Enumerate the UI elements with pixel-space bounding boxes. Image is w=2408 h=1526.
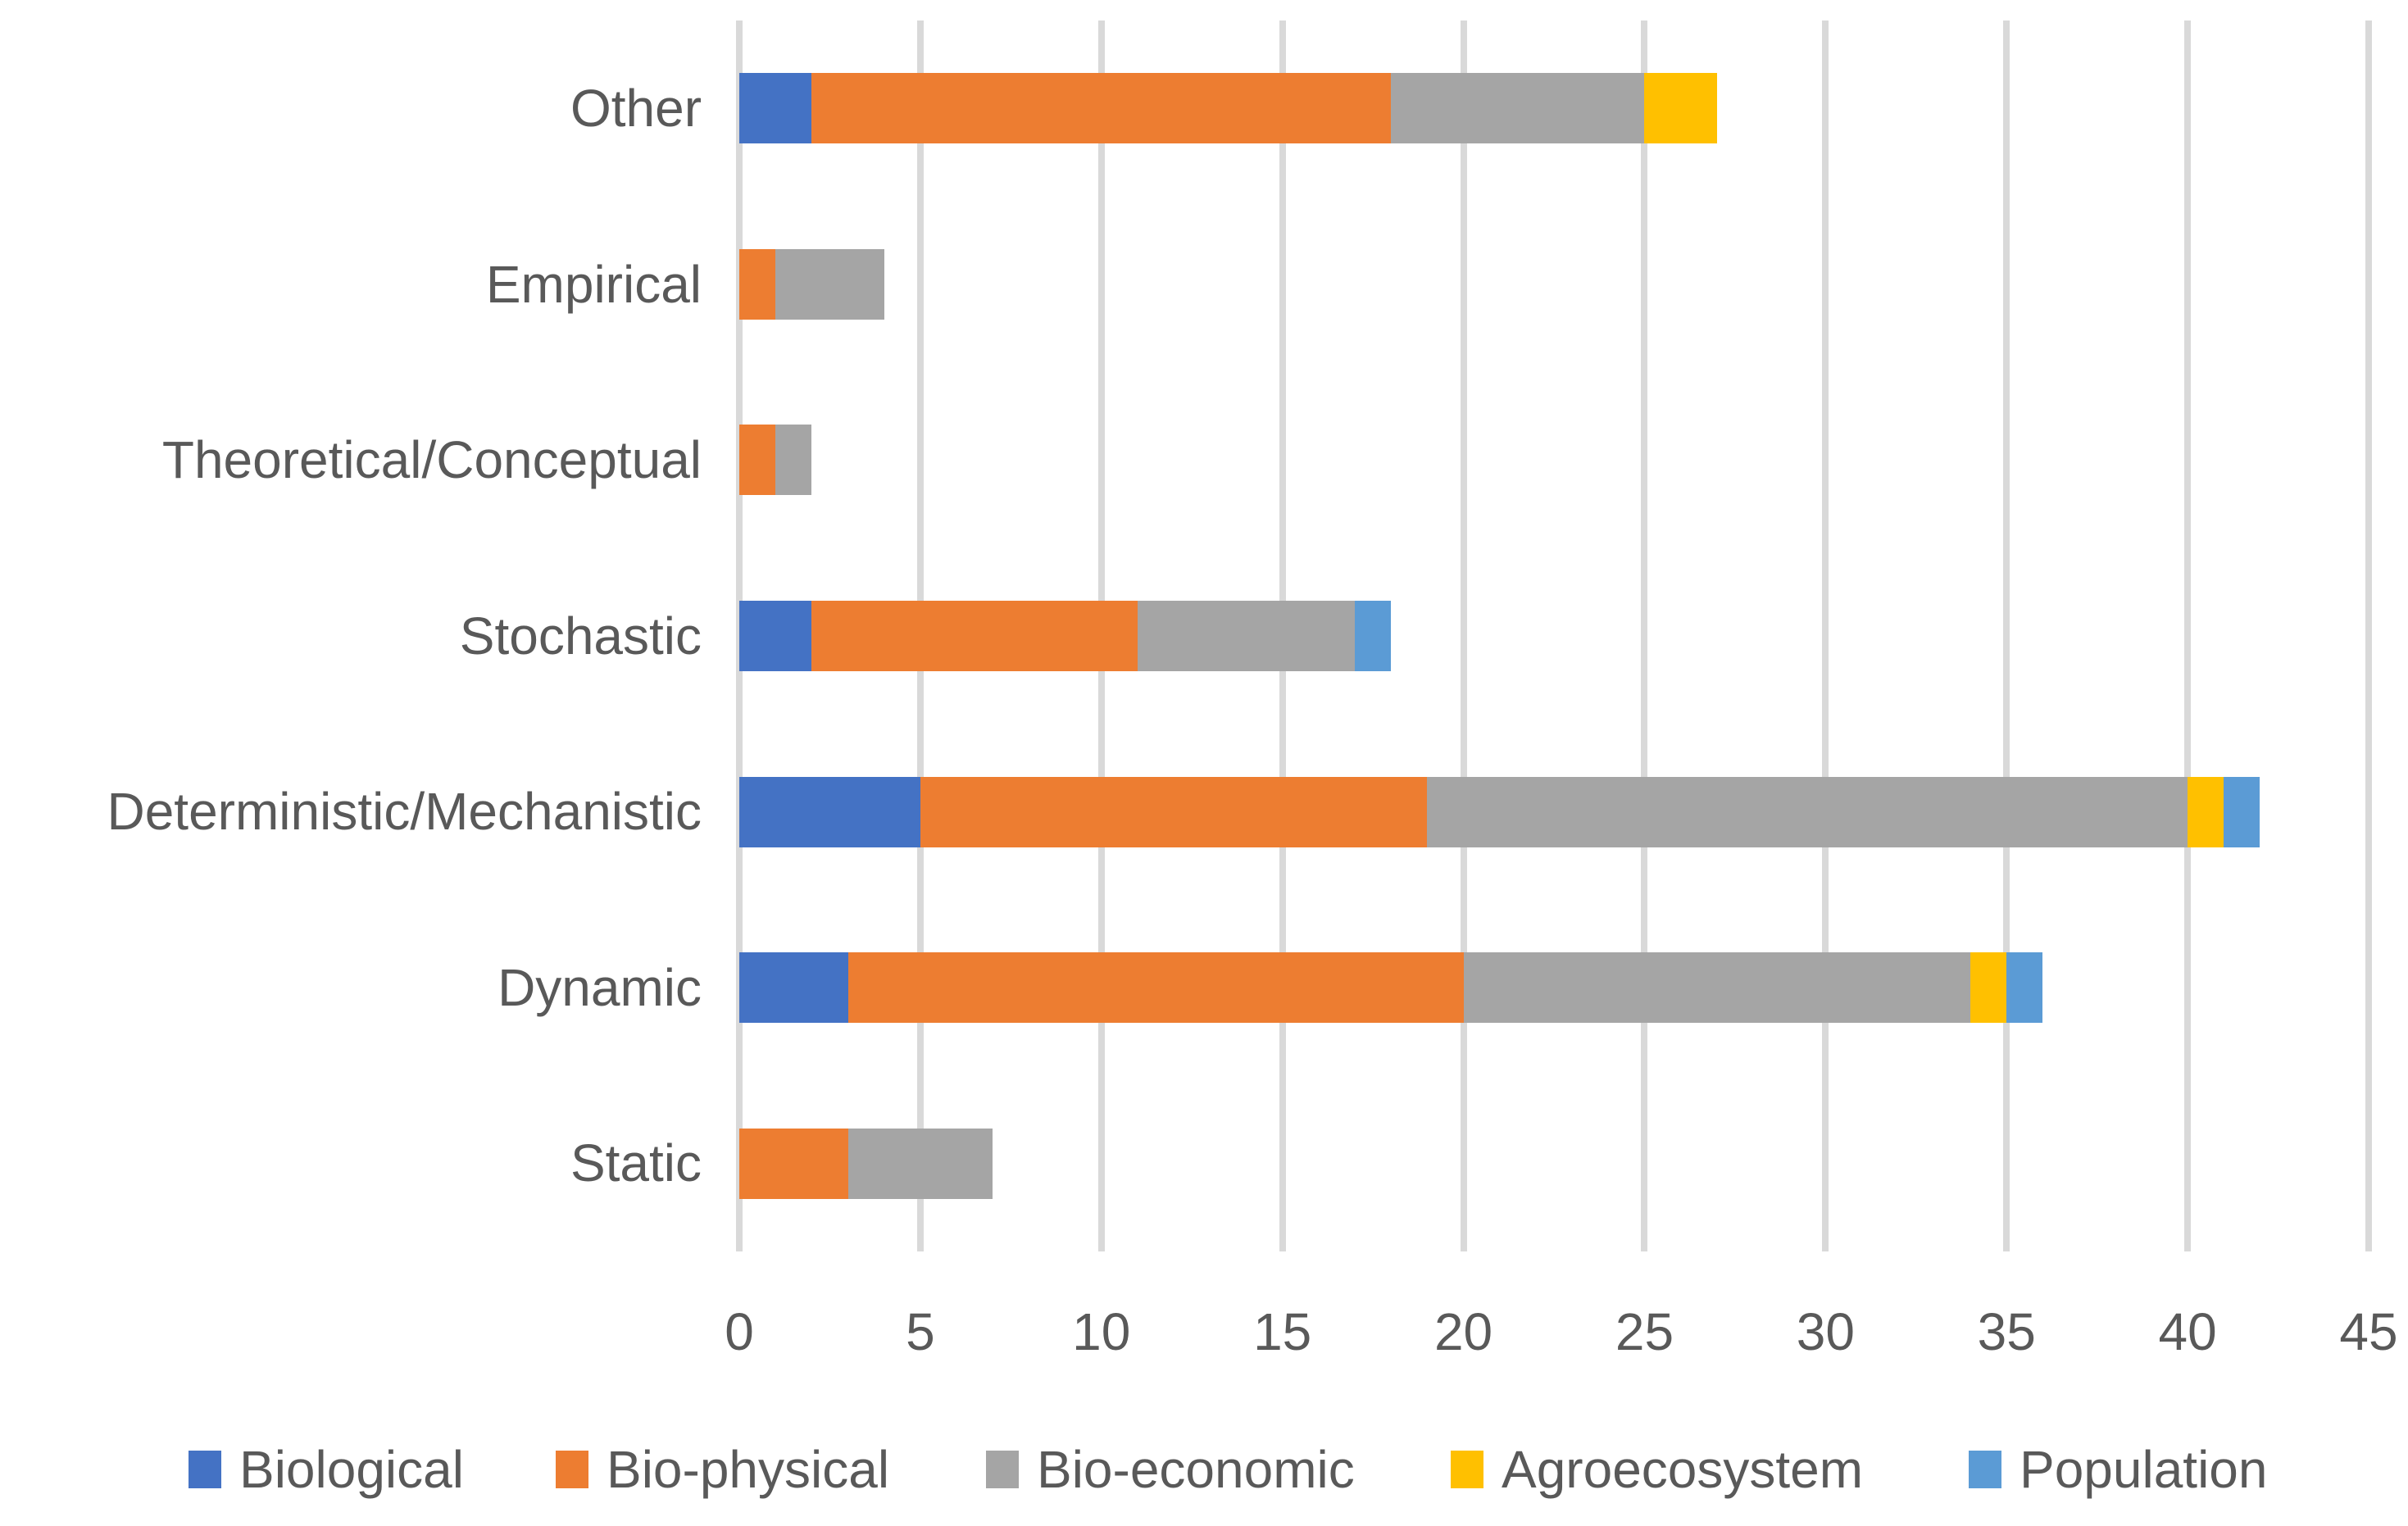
bar-row	[739, 776, 2260, 847]
x-axis-tick-label: 20	[1433, 1302, 1493, 1361]
x-axis-tick-label: 35	[1977, 1302, 2036, 1361]
gridline	[1641, 20, 1648, 1251]
gridline	[1822, 20, 1829, 1251]
bar-segment-agroecosystem	[1970, 952, 2007, 1024]
x-axis-tick-label: 0	[725, 1302, 754, 1361]
x-axis-tick-label: 40	[2158, 1302, 2217, 1361]
x-axis-tick-label: 30	[1796, 1302, 1855, 1361]
legend-swatch-bio-economic	[986, 1451, 1019, 1488]
category-label: Theoretical/Conceptual	[161, 430, 702, 490]
legend-swatch-agroecosystem	[1451, 1451, 1483, 1488]
bar-row	[739, 1128, 993, 1199]
bar-segment-bio-economic	[847, 1128, 993, 1199]
bar-segment-bio-economic	[775, 425, 812, 496]
gridline	[2184, 20, 2192, 1251]
bar-segment-bio-economic	[1137, 601, 1355, 671]
bar-segment-bio-physical	[811, 73, 1392, 144]
legend-swatch-biological	[189, 1451, 221, 1488]
bar-segment-biological	[739, 952, 848, 1024]
bar-row	[739, 248, 884, 320]
x-axis-tick-label: 25	[1615, 1302, 1674, 1361]
x-axis-tick-label: 5	[906, 1302, 935, 1361]
category-label: Other	[570, 79, 702, 138]
legend-swatch-bio-physical	[556, 1451, 588, 1488]
bar-segment-population	[1355, 601, 1392, 671]
gridline	[2365, 20, 2372, 1251]
legend-label: Population	[2020, 1440, 2268, 1499]
bar-segment-bio-physical	[739, 1128, 848, 1199]
bar-row	[739, 601, 1392, 671]
x-axis-tick-label: 45	[2339, 1302, 2398, 1361]
legend-item: Bio-economic	[986, 1440, 1355, 1499]
legend-label: Biological	[239, 1440, 464, 1499]
gridline	[1460, 20, 1467, 1251]
category-label: Empirical	[485, 254, 702, 314]
legend-item: Biological	[189, 1440, 464, 1499]
bar-segment-biological	[739, 601, 812, 671]
bar-segment-agroecosystem	[2188, 776, 2224, 847]
legend-item: Bio-physical	[556, 1440, 890, 1499]
bar-segment-bio-physical	[739, 248, 776, 320]
bar-segment-bio-economic	[1391, 73, 1645, 144]
bar-segment-bio-economic	[1427, 776, 2188, 847]
legend-item: Population	[1969, 1440, 2268, 1499]
bar-segment-bio-physical	[811, 601, 1138, 671]
gridline	[2003, 20, 2010, 1251]
bar-row	[739, 73, 1717, 144]
legend-item: Agroecosystem	[1451, 1440, 1864, 1499]
bar-row	[739, 425, 812, 496]
bar-segment-bio-physical	[739, 425, 776, 496]
category-label: Stochastic	[459, 606, 702, 665]
bar-segment-population	[2224, 776, 2260, 847]
bar-segment-bio-economic	[775, 248, 884, 320]
category-label: Deterministic/Mechanistic	[107, 782, 702, 842]
bar-segment-bio-physical	[920, 776, 1428, 847]
bar-segment-bio-physical	[847, 952, 1464, 1024]
legend-label: Bio-physical	[607, 1440, 890, 1499]
x-axis-tick-label: 15	[1253, 1302, 1312, 1361]
legend-label: Bio-economic	[1037, 1440, 1355, 1499]
bar-segment-biological	[739, 776, 920, 847]
bar-segment-agroecosystem	[1644, 73, 1717, 144]
category-label: Dynamic	[498, 957, 702, 1017]
legend-label: Agroecosystem	[1502, 1440, 1864, 1499]
bar-row	[739, 952, 2043, 1024]
bar-segment-bio-economic	[1463, 952, 1971, 1024]
bar-segment-population	[2006, 952, 2043, 1024]
x-axis-tick-label: 10	[1072, 1302, 1131, 1361]
legend-swatch-population	[1969, 1451, 2001, 1488]
bar-segment-biological	[739, 73, 812, 144]
category-label: Static	[570, 1133, 702, 1193]
